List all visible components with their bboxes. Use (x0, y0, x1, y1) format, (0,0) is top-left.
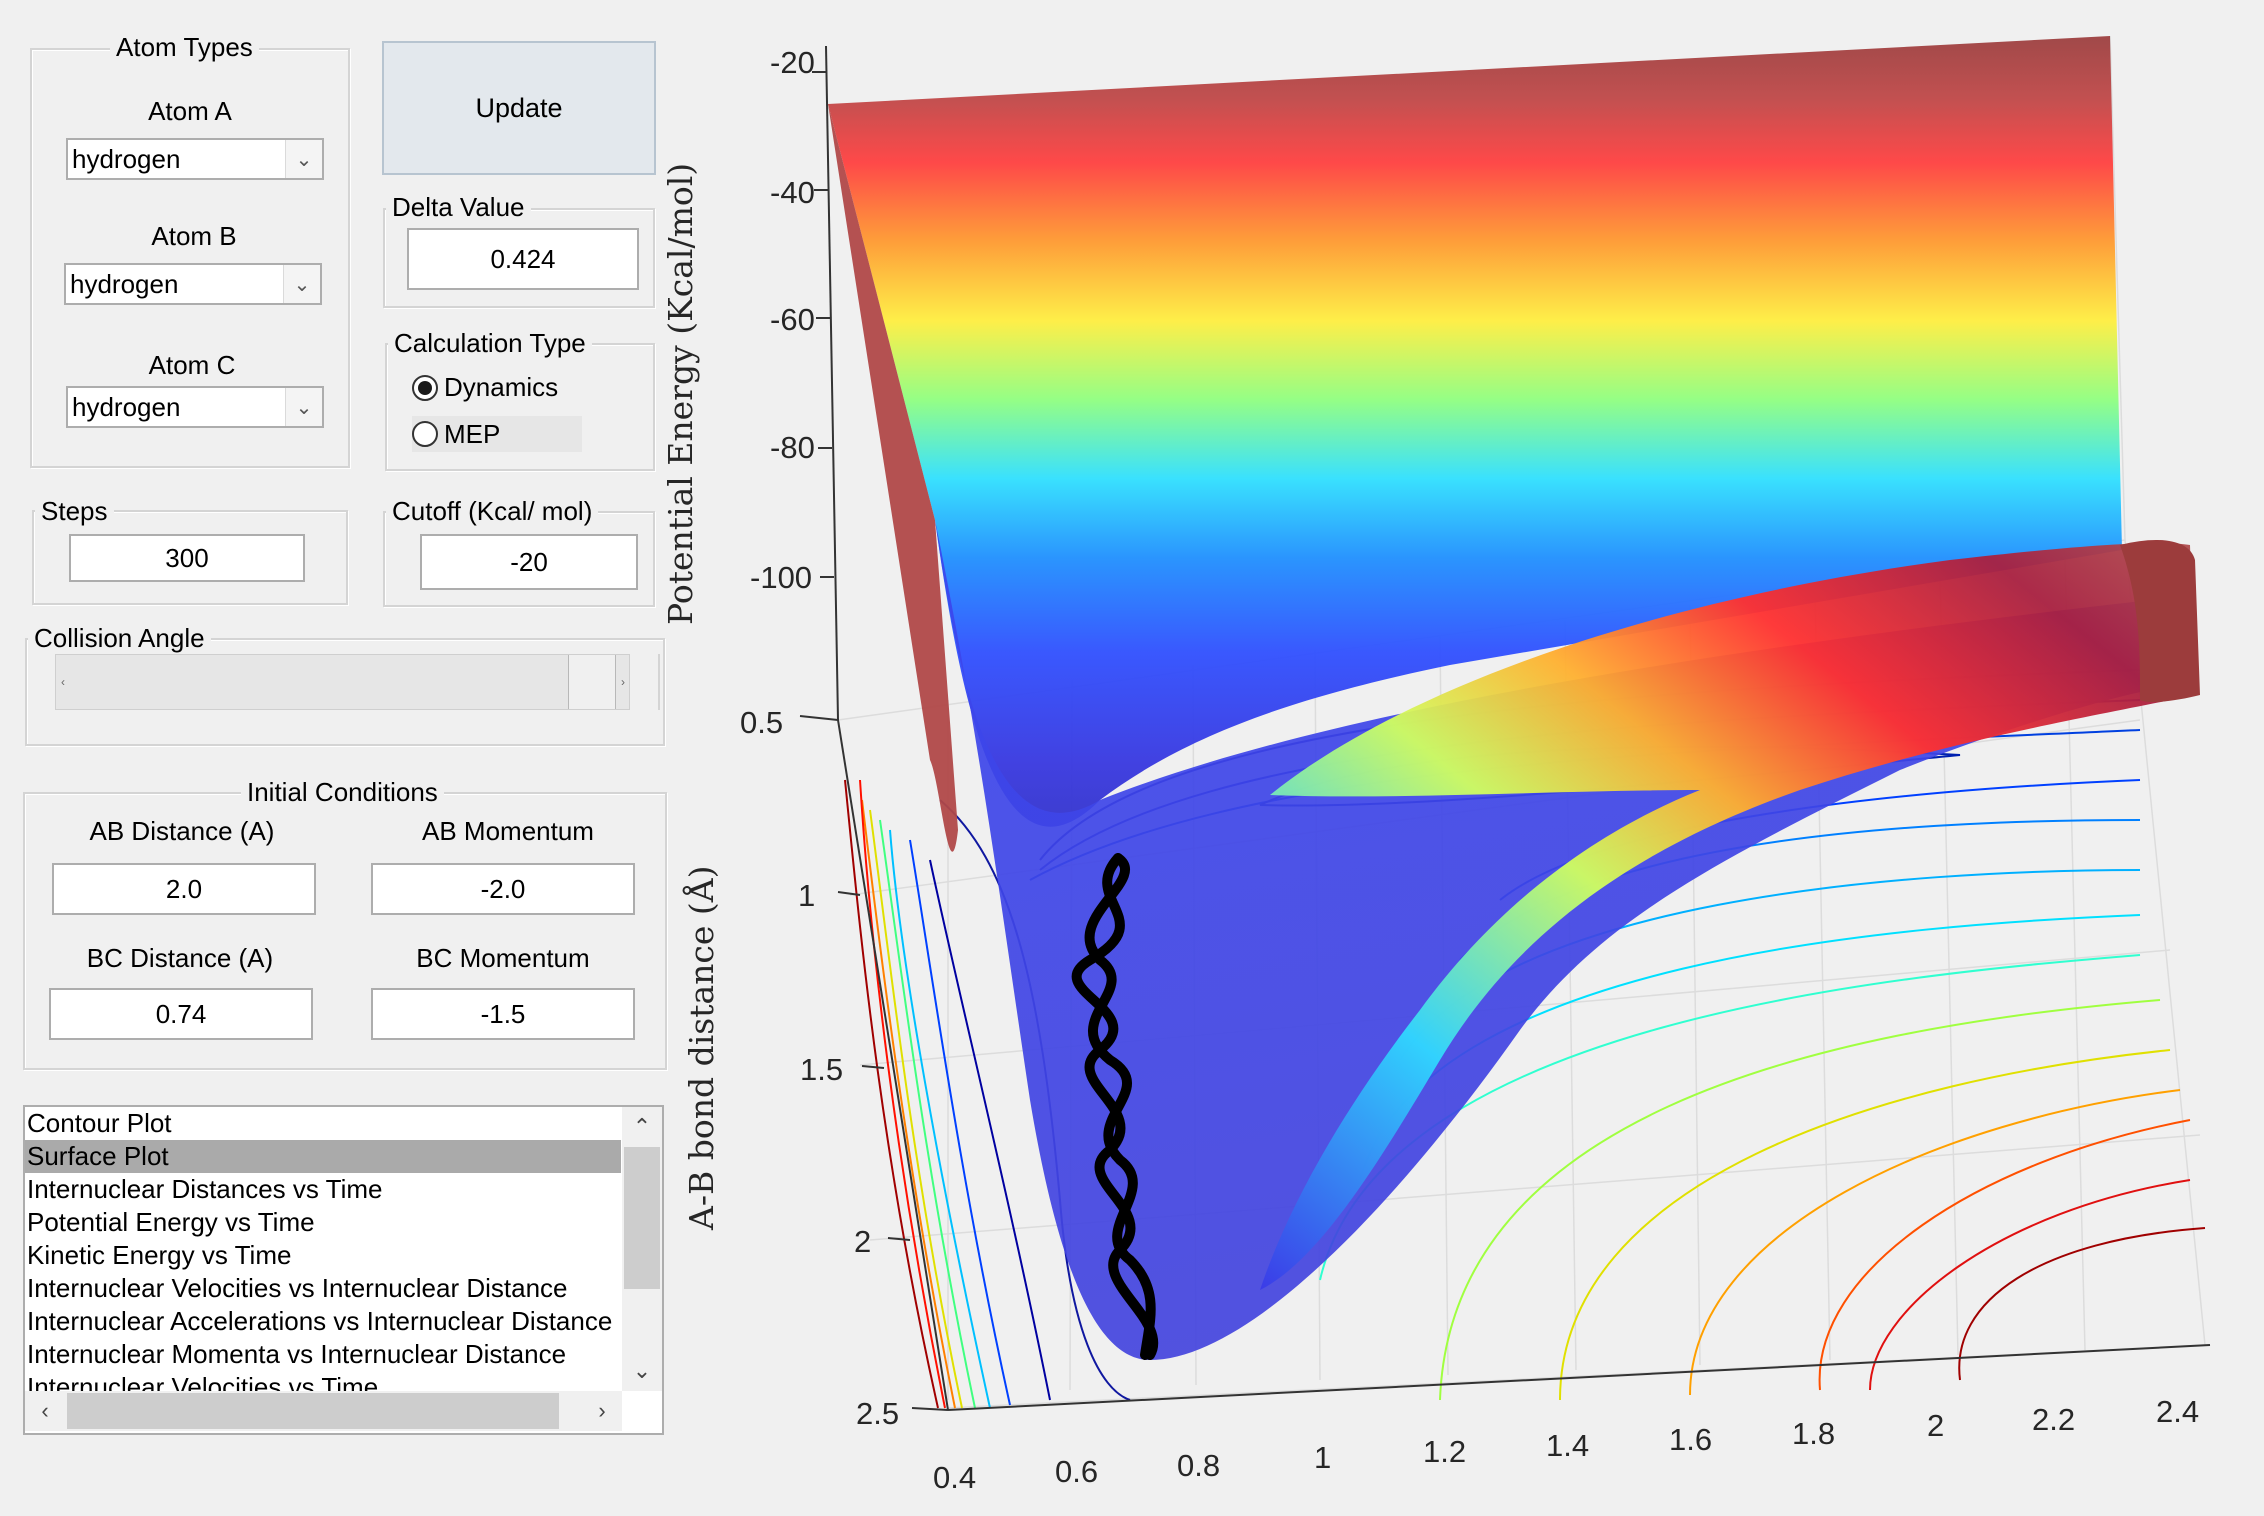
radio-mep-label: MEP (444, 418, 501, 449)
chevron-down-icon[interactable]: ⌄ (285, 388, 322, 426)
y-tick-label: 2.5 (856, 1396, 899, 1431)
y-tick-label: 1 (798, 878, 815, 913)
x-tick-label: 2.4 (2156, 1394, 2199, 1429)
atom-b-value: hydrogen (70, 268, 179, 299)
scroll-right-icon[interactable]: › (598, 1398, 606, 1423)
list-item[interactable]: Contour Plot (27, 1108, 172, 1138)
steps-group (32, 510, 348, 605)
surface-back-wall (828, 36, 2122, 827)
scroll-up-icon[interactable]: ⌃ (632, 1114, 652, 1139)
axis-lines (799, 45, 2211, 1411)
collision-angle-group (25, 638, 665, 746)
steps-field[interactable]: 300 (69, 534, 305, 582)
horizontal-scroll-thumb[interactable] (67, 1393, 559, 1429)
list-item[interactable]: Internuclear Distances vs Time (27, 1174, 383, 1204)
z-tick-label: -60 (770, 302, 815, 337)
atom-c-value: hydrogen (72, 391, 181, 422)
z-tick-label: -80 (770, 430, 815, 465)
slider-thumb[interactable] (568, 655, 616, 709)
z-axis-title: Potential Energy (Kcal/mol) (661, 163, 700, 625)
list-vertical-scrollbar[interactable]: ⌃ ⌄ (622, 1107, 662, 1391)
y-tick-label: 0.5 (740, 705, 783, 740)
list-item[interactable]: Internuclear Velocities vs Internuclear … (27, 1273, 568, 1303)
y-tick-label: 1.5 (800, 1052, 843, 1087)
x-tick-label: 2.2 (2032, 1402, 2075, 1437)
plot-list-viewport: Contour Plot Surface Plot Internuclear D… (25, 1107, 622, 1391)
surface-ridge (1260, 543, 2195, 1290)
z-tick-label: -40 (770, 175, 815, 210)
x-tick-label: 1.4 (1546, 1428, 1589, 1463)
x-tick-label: 0.8 (1177, 1448, 1220, 1483)
z-axis-ticks: -20 -40 -60 -80 -100 (750, 45, 815, 595)
radio-mep[interactable]: MEP (412, 416, 582, 452)
radio-mep-indicator[interactable] (412, 421, 438, 447)
x-tick-label: 1.2 (1423, 1434, 1466, 1469)
bc-distance-field[interactable]: 0.74 (49, 988, 313, 1040)
calculation-type-legend: Calculation Type (388, 328, 592, 358)
radio-dynamics-indicator[interactable] (412, 374, 438, 401)
steps-legend: Steps (35, 496, 114, 526)
z-tick-label: -100 (750, 560, 812, 595)
ab-distance-label: AB Distance (A) (89, 816, 275, 846)
ab-momentum-field[interactable]: -2.0 (371, 863, 635, 915)
cutoff-field[interactable]: -20 (420, 534, 638, 590)
x-tick-label: 0.6 (1055, 1454, 1098, 1489)
x-tick-label: 0.4 (933, 1460, 976, 1495)
ab-distance-field[interactable]: 2.0 (52, 863, 316, 915)
collision-angle-slider[interactable]: ‹ › (55, 654, 630, 710)
list-item[interactable]: Potential Energy vs Time (27, 1207, 315, 1237)
y-tick-label: 2 (854, 1224, 871, 1259)
x-tick-label: 2 (1927, 1408, 1944, 1443)
bc-distance-label: BC Distance (A) (86, 943, 274, 973)
list-item[interactable]: Internuclear Momenta vs Internuclear Dis… (27, 1339, 567, 1369)
z-tick-label: -20 (770, 45, 815, 80)
vertical-scroll-thumb[interactable] (624, 1147, 660, 1289)
atom-types-legend: Atom Types (110, 32, 259, 62)
atom-c-label: Atom C (148, 350, 236, 380)
chevron-down-icon[interactable]: ⌄ (285, 140, 322, 178)
atom-a-value: hydrogen (72, 143, 181, 174)
scroll-down-icon[interactable]: ⌄ (632, 1358, 652, 1383)
radio-dynamics-label: Dynamics (444, 372, 559, 402)
ab-momentum-label: AB Momentum (422, 816, 594, 846)
x-axis-ticks: 0.4 0.6 0.8 1 1.2 1.4 1.6 1.8 2 2.2 2.4 (933, 1394, 2199, 1495)
atom-a-label: Atom A (148, 96, 232, 126)
list-item[interactable]: Internuclear Velocities vs Time (27, 1372, 379, 1391)
scroll-left-icon[interactable]: ‹ (41, 1398, 49, 1423)
surface-left-face (828, 104, 958, 852)
cutoff-legend: Cutoff (Kcal/ mol) (386, 496, 599, 526)
list-item-selected[interactable]: Surface Plot (25, 1140, 621, 1173)
plot-type-listbox[interactable]: Contour Plot Surface Plot Internuclear D… (23, 1105, 664, 1435)
slider-left-arrow[interactable]: ‹ (61, 675, 65, 689)
x-tick-label: 1 (1314, 1440, 1331, 1475)
list-horizontal-scrollbar[interactable]: ‹ › (25, 1391, 622, 1431)
initial-conditions-legend: Initial Conditions (241, 777, 444, 807)
y-axis-title: A-B bond distance (Å) (681, 866, 721, 1231)
surface-ridge-cap (2120, 540, 2200, 703)
x-tick-label: 1.8 (1792, 1416, 1835, 1451)
atom-b-label: Atom B (151, 221, 237, 251)
collision-angle-legend: Collision Angle (28, 623, 211, 653)
y-axis-ticks: 0.5 1 1.5 2 2.5 (740, 705, 899, 1431)
radio-dynamics[interactable]: Dynamics (412, 372, 558, 403)
update-button[interactable]: Update (382, 41, 656, 175)
slider-right-arrow[interactable]: › (621, 675, 625, 689)
bc-momentum-label: BC Momentum (416, 943, 590, 973)
delta-value-legend: Delta Value (386, 192, 531, 222)
list-item[interactable]: Internuclear Accelerations vs Internucle… (27, 1306, 613, 1336)
atom-c-select[interactable]: hydrogen ⌄ (66, 386, 324, 428)
list-item[interactable]: Kinetic Energy vs Time (27, 1240, 292, 1270)
atom-b-select[interactable]: hydrogen ⌄ (64, 263, 322, 305)
x-tick-label: 1.6 (1669, 1422, 1712, 1457)
bc-momentum-field[interactable]: -1.5 (371, 988, 635, 1040)
trajectory-path (1071, 853, 1159, 1360)
slider-end-divider (658, 654, 660, 710)
atom-a-select[interactable]: hydrogen ⌄ (66, 138, 324, 180)
delta-value-field[interactable]: 0.424 (407, 228, 639, 290)
chevron-down-icon[interactable]: ⌄ (283, 265, 320, 303)
